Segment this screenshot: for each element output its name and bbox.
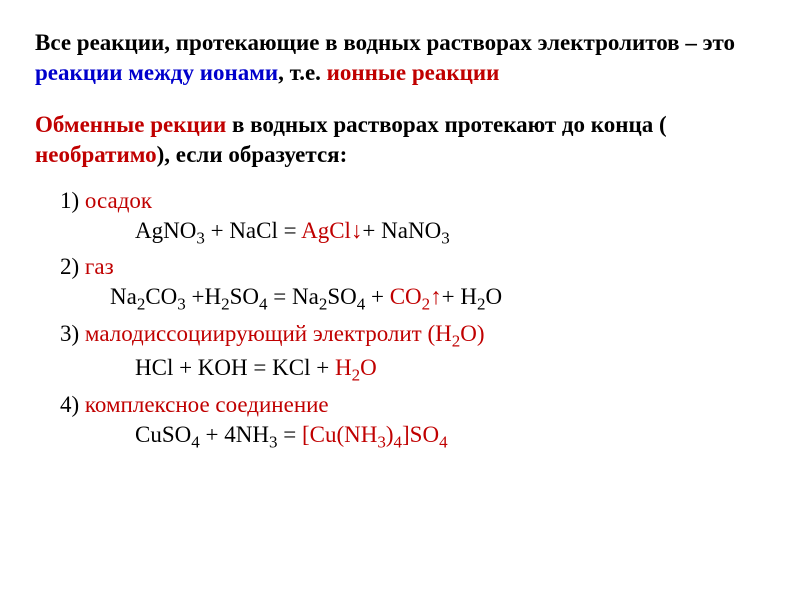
eq4-ps3: 4 (439, 433, 448, 452)
eq1-l3: + NaNO (362, 218, 441, 243)
eq4-ps2: 4 (394, 433, 403, 452)
eq2-s3: 2 (221, 295, 230, 314)
item-4-num: 4) (60, 392, 85, 417)
exchange-red-1: Обменные рекции (35, 112, 226, 137)
eq2-l5: = Na (268, 284, 319, 309)
eq4-prod2: ) (386, 422, 394, 447)
eq1-sub2: 3 (441, 228, 450, 247)
item-3-sub: 2 (452, 331, 461, 350)
item-4: 4) комплексное соединение (60, 392, 765, 418)
eq2-prodsub: 2 (422, 295, 431, 314)
intro-text-2: , т.е. (278, 60, 327, 85)
eq2-l6: SO (327, 284, 356, 309)
item-2: 2) газ (60, 254, 765, 280)
eq4-s1: 4 (191, 433, 200, 452)
item-3: 3) малодиссоциирующий электролит (H2O) (60, 321, 765, 352)
eq2-l4: SO (230, 284, 259, 309)
item-3-num: 3) (60, 321, 85, 346)
item-2-num: 2) (60, 254, 85, 279)
eq2-l1: Na (110, 284, 137, 309)
eq4-l3: = (277, 422, 301, 447)
intro-text-1: Все реакции, протекающие в водных раство… (35, 30, 735, 55)
item-1-num: 1) (60, 188, 85, 213)
eq2-l7: + (365, 284, 389, 309)
eq3-prod1: H (335, 355, 352, 380)
item-4-label: комплексное соединение (85, 392, 329, 417)
eq4-prod3: ]SO (402, 422, 439, 447)
eq3-prodsub: 2 (352, 366, 361, 385)
eq1-l1: AgNO (135, 218, 196, 243)
eq2-l8: + H (442, 284, 477, 309)
item-3-label: малодиссоциирующий электролит (H (85, 321, 452, 346)
eq3-l1: HCl + KOH = KCl + (135, 355, 335, 380)
eq2-prodarrow: ↑ (430, 284, 442, 309)
eq2-l3: +H (186, 284, 221, 309)
eq4-prod1: [Cu(NH (302, 422, 377, 447)
eq2-prod: CO (390, 284, 422, 309)
eq2-l9: O (486, 284, 503, 309)
intro-blue: реакции между ионами (35, 60, 278, 85)
eq2-s2: 3 (177, 295, 186, 314)
eq2-s4: 4 (259, 295, 268, 314)
eq2-l2: CO (145, 284, 177, 309)
exchange-red-2: необратимо (35, 142, 157, 167)
eq4-l2: + 4NH (200, 422, 269, 447)
eq3-prod2: O (360, 355, 377, 380)
exchange-text-1: в водных растворах протекают до конца ( (226, 112, 666, 137)
equation-1: AgNO3 + NaCl = AgCl↓+ NaNO3 (135, 218, 765, 249)
eq4-ps1: 3 (377, 433, 386, 452)
eq4-l1: CuSO (135, 422, 191, 447)
equation-4: CuSO4 + 4NH3 = [Cu(NH3)4]SO4 (135, 422, 765, 453)
exchange-text-2: ), если образуется: (157, 142, 348, 167)
intro-paragraph: Все реакции, протекающие в водных раство… (35, 28, 765, 88)
item-3-label2: O) (460, 321, 484, 346)
equation-2: Na2CO3 +H2SO4 = Na2SO4 + CO2↑+ H2O (110, 284, 765, 315)
eq2-s7: 2 (477, 295, 486, 314)
item-1: 1) осадок (60, 188, 765, 214)
eq1-sub1: 3 (196, 228, 205, 247)
item-2-label: газ (85, 254, 114, 279)
exchange-paragraph: Обменные рекции в водных растворах проте… (35, 110, 765, 170)
eq2-s6: 4 (357, 295, 366, 314)
intro-red: ионные реакции (327, 60, 500, 85)
equation-3: HCl + KOH = KCl + H2O (135, 355, 765, 386)
eq1-prod: AgCl↓ (301, 218, 362, 243)
item-1-label: осадок (85, 188, 152, 213)
eq1-l2: + NaCl = (205, 218, 301, 243)
